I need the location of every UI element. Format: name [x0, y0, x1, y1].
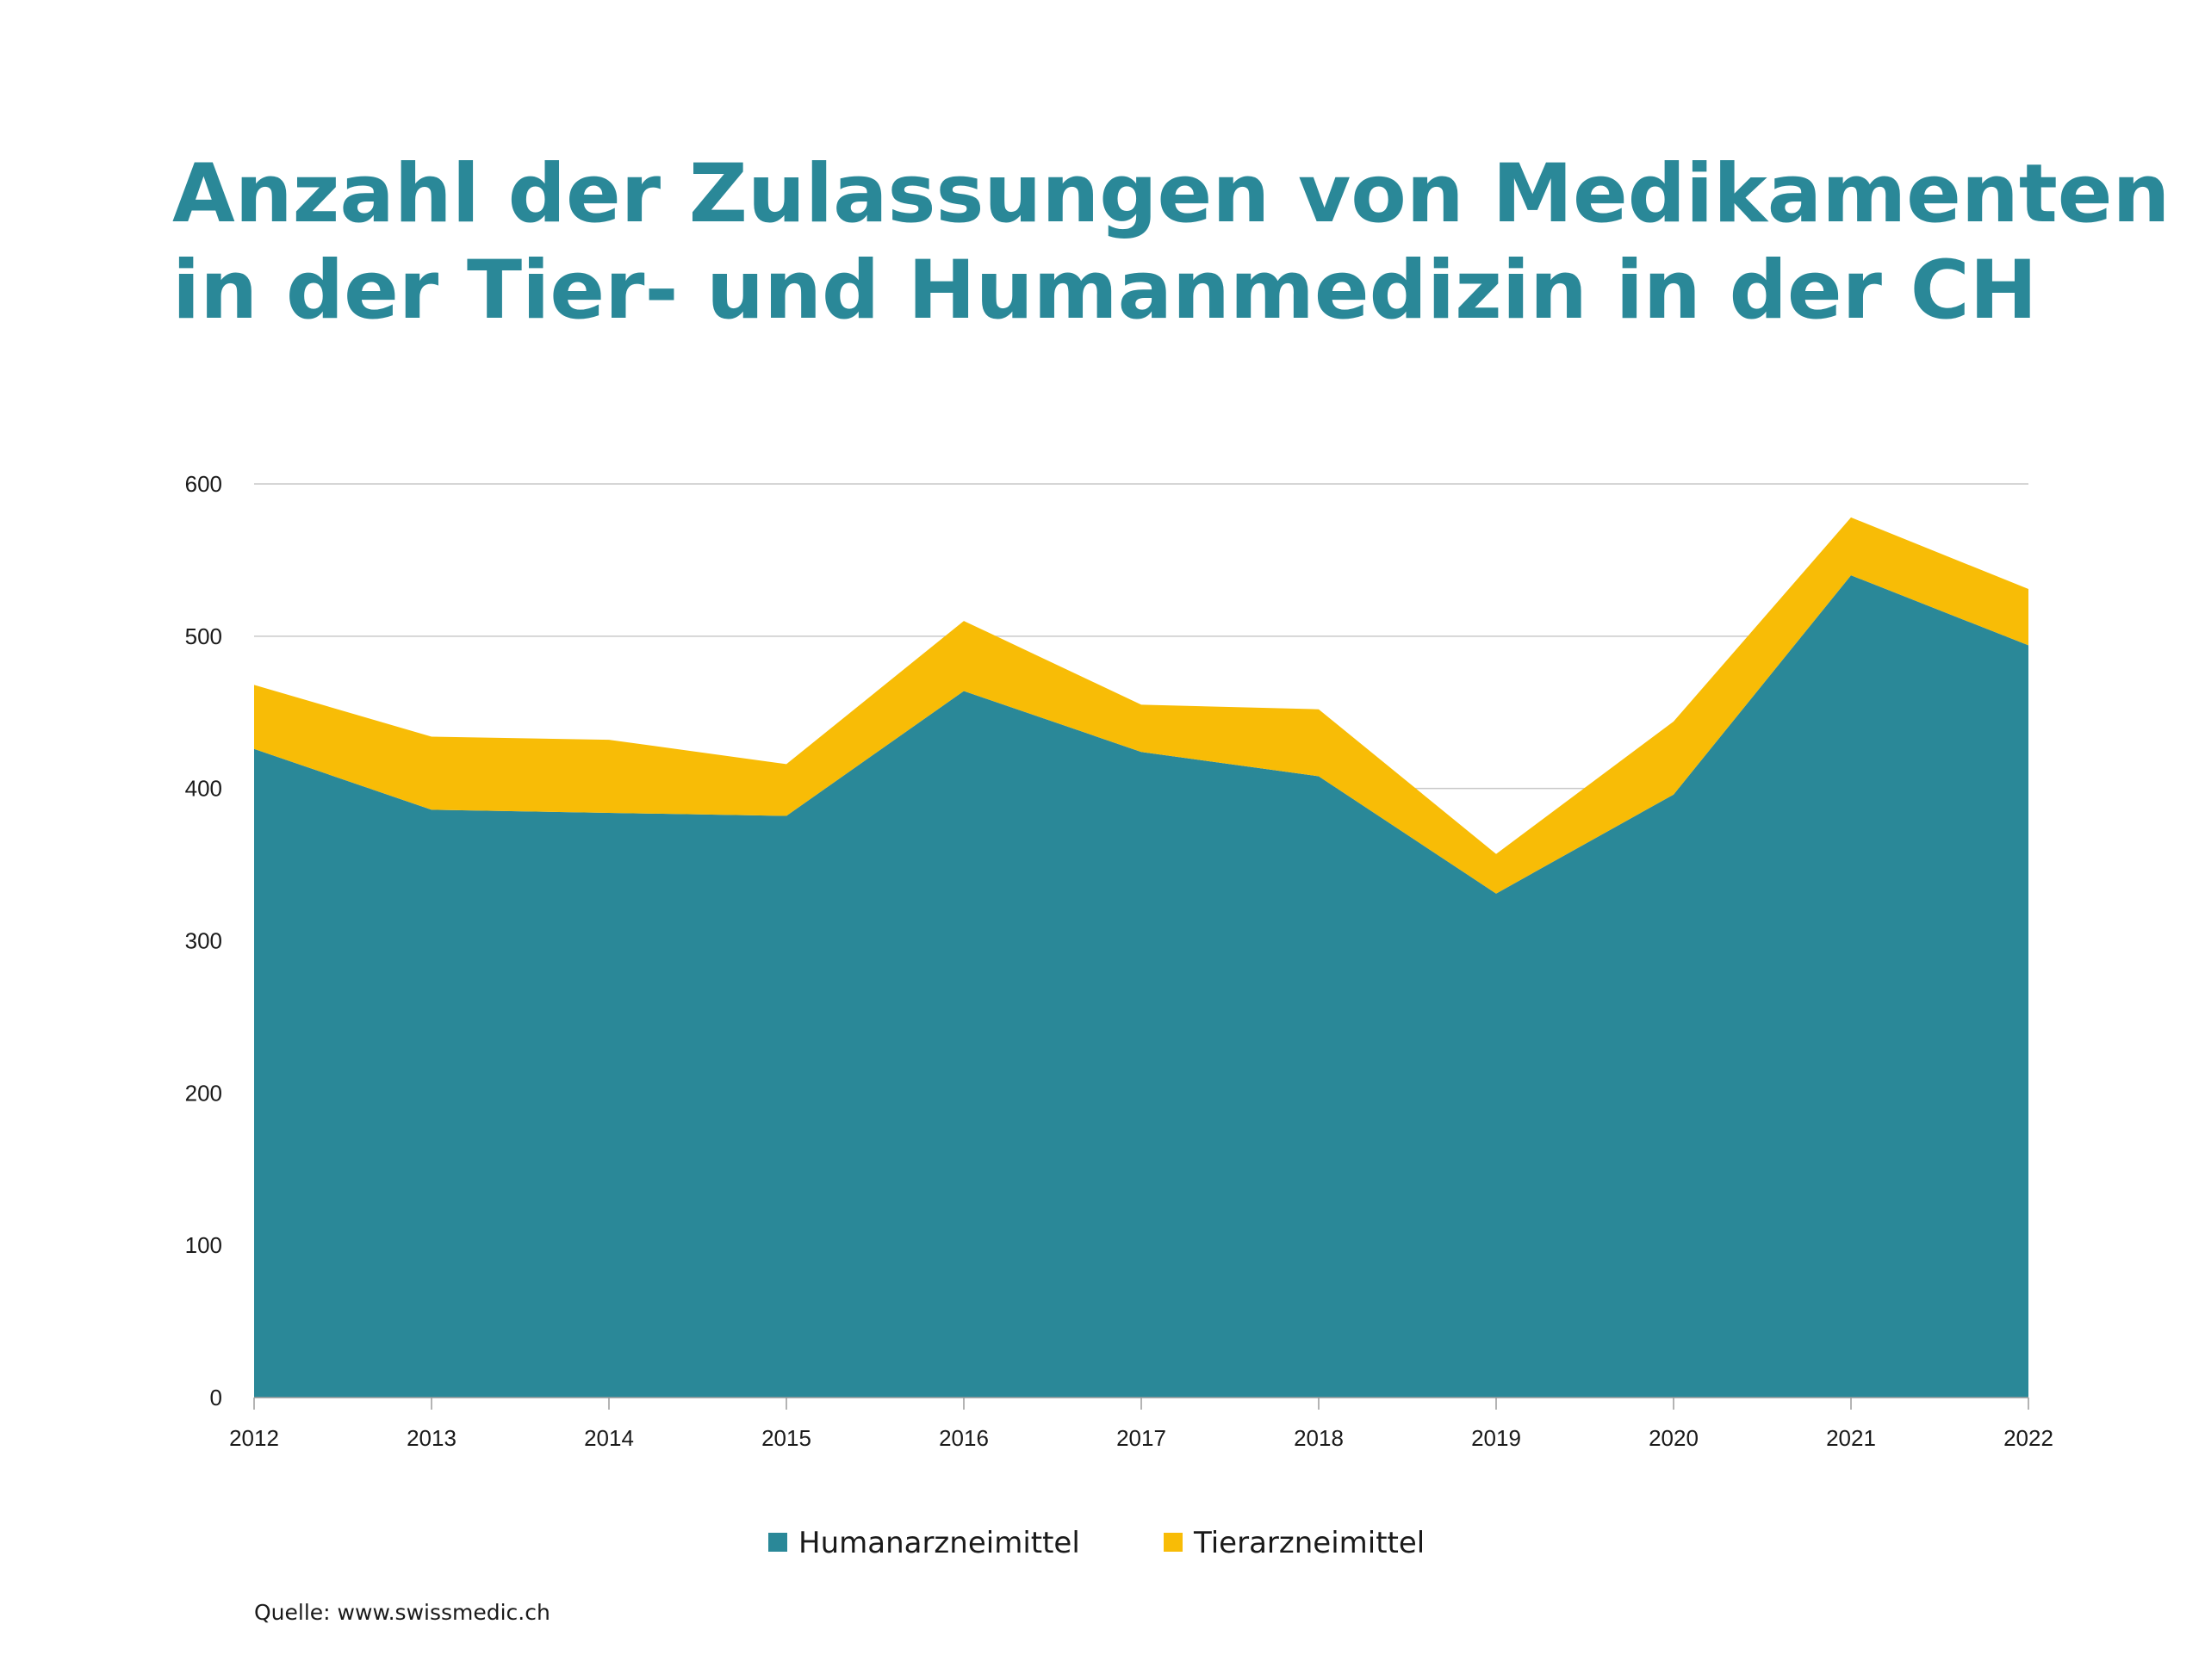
legend: Humanarzneimittel Tierarzneimittel [768, 1526, 1425, 1560]
x-tick-label-2017: 2017 [1116, 1425, 1166, 1451]
y-tick-label-600: 600 [185, 471, 222, 497]
chart-title: Anzahl der Zulassungen von Medikamenten … [172, 146, 2171, 339]
area-series [254, 517, 2028, 1398]
source-note: Quelle: www.swissmedic.ch [254, 1600, 550, 1625]
y-tick-label-300: 300 [185, 928, 222, 954]
x-tick-label-2022: 2022 [2003, 1425, 2053, 1451]
y-tick-label-200: 200 [185, 1080, 222, 1106]
x-tick-label-2015: 2015 [761, 1425, 811, 1451]
legend-swatch-tierarzneimittel [1164, 1533, 1183, 1552]
chart-title-line-1: Anzahl der Zulassungen von Medikamenten [172, 147, 2171, 241]
y-tick-label-0: 0 [210, 1385, 222, 1410]
legend-label-humanarzneimittel: Humanarzneimittel [798, 1526, 1080, 1560]
x-tick-label-2018: 2018 [1294, 1425, 1344, 1451]
area-humanarzneimittel [254, 575, 2028, 1398]
y-tick-label-500: 500 [185, 623, 222, 649]
x-tick-label-2020: 2020 [1649, 1425, 1699, 1451]
y-axis: 0 100 200 300 400 500 600 [185, 471, 222, 1410]
x-axis: 2012 2013 2014 2015 2016 2017 2018 2019 2020 2021… [229, 1397, 2053, 1451]
legend-swatch-humanarzneimittel [768, 1533, 787, 1552]
x-tick-label-2021: 2021 [1826, 1425, 1876, 1451]
x-tick-label-2016: 2016 [939, 1425, 989, 1451]
legend-label-tierarzneimittel: Tierarzneimittel [1193, 1526, 1425, 1560]
y-tick-label-400: 400 [185, 776, 222, 802]
area-tierarzneimittel [254, 517, 2028, 894]
x-tick-label-2012: 2012 [229, 1425, 279, 1451]
x-tick-label-2013: 2013 [407, 1425, 457, 1451]
x-tick-label-2014: 2014 [584, 1425, 634, 1451]
y-tick-label-100: 100 [185, 1232, 222, 1258]
x-tick-label-2019: 2019 [1471, 1425, 1521, 1451]
chart-title-line-2: in der Tier- und Humanmedizin in der CH [172, 244, 2038, 338]
